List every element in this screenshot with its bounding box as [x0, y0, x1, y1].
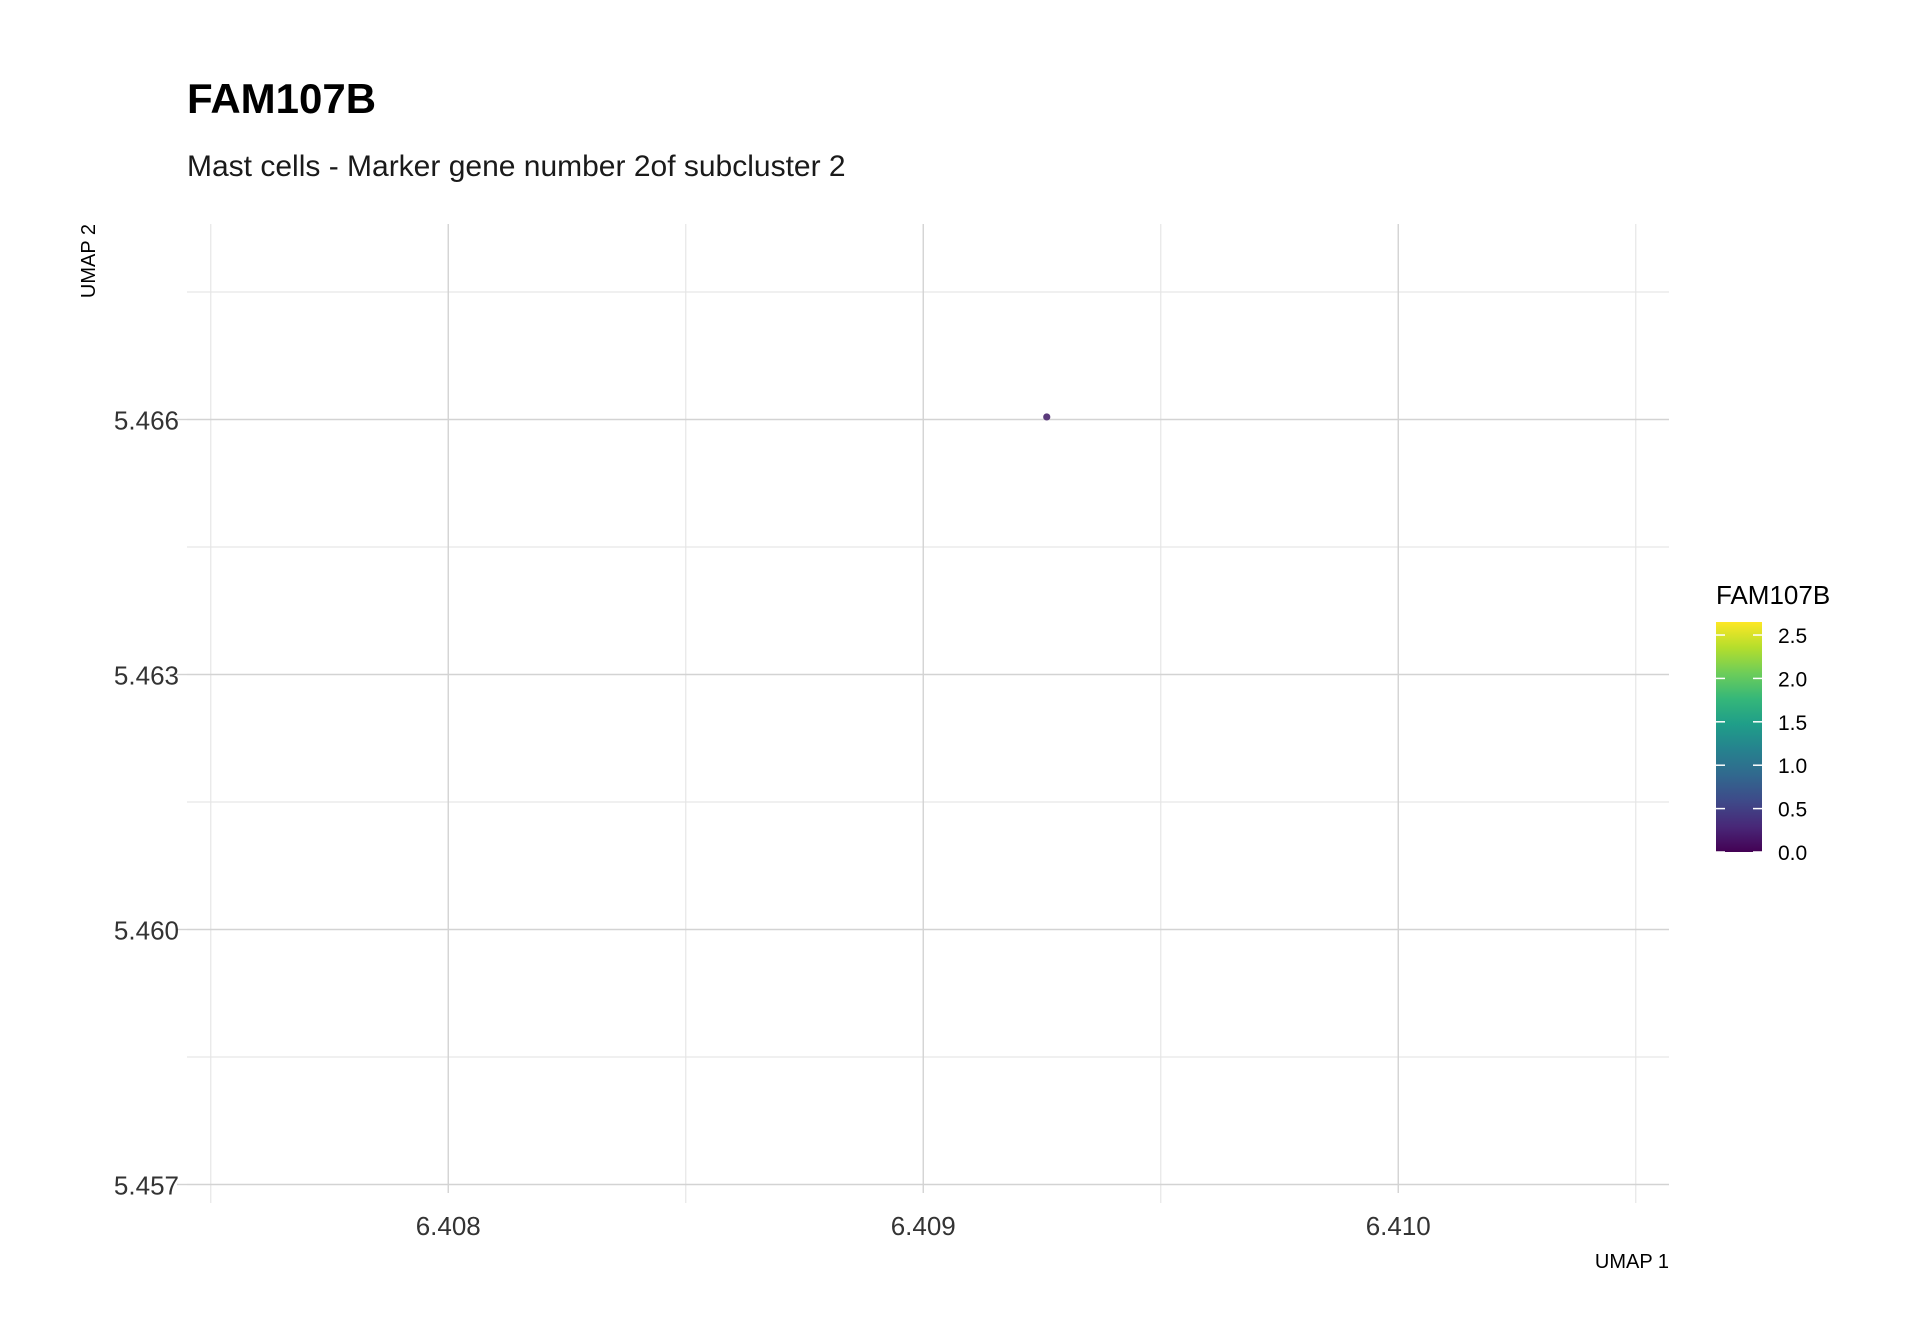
y-tick-label: 5.463	[114, 661, 179, 691]
y-tick-label: 5.460	[114, 916, 179, 946]
y-axis-label: UMAP 2	[78, 224, 100, 298]
legend-tick-label: 1.0	[1778, 755, 1807, 778]
x-axis-ticks: 6.408 6.409 6.410	[416, 1211, 1431, 1241]
chart-subtitle: Mast cells - Marker gene number 2of subc…	[187, 150, 846, 183]
y-tick-label: 5.457	[114, 1171, 179, 1201]
major-gridlines	[177, 224, 1669, 1193]
legend-tick-label: 2.0	[1778, 668, 1807, 691]
minor-gridlines	[187, 224, 1669, 1203]
y-tick-label: 5.466	[114, 406, 179, 436]
legend-tick-label: 0.0	[1778, 842, 1807, 865]
legend-ticks: 0.0 0.5 1.0 1.5 2.0 2.5	[1716, 625, 1807, 865]
x-tick-label: 6.409	[891, 1211, 956, 1241]
legend-tick-label: 2.5	[1778, 625, 1807, 648]
colorbar	[1716, 622, 1762, 852]
x-axis-label: UMAP 1	[1595, 1251, 1669, 1273]
legend-tick-label: 1.5	[1778, 712, 1807, 735]
x-tick-label: 6.410	[1366, 1211, 1431, 1241]
y-axis-ticks: 5.457 5.460 5.463 5.466	[114, 406, 179, 1201]
x-tick-label: 6.408	[416, 1211, 481, 1241]
data-points	[1043, 413, 1051, 421]
color-legend: FAM107B 0.0 0.5 1.0 1.5 2.0 2.5	[1716, 580, 1830, 865]
chart-title: FAM107B	[187, 75, 376, 122]
legend-title: FAM107B	[1716, 580, 1830, 610]
data-point	[1043, 413, 1051, 421]
legend-tick-label: 0.5	[1778, 799, 1807, 822]
